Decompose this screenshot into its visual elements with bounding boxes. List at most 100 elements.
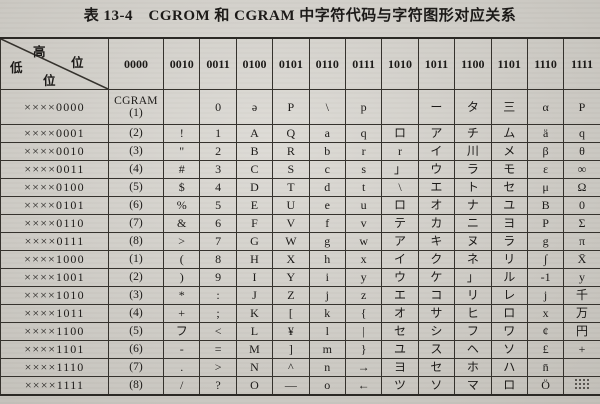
char-cell: コ	[417, 286, 456, 305]
cgram-number: (1)	[129, 107, 143, 119]
char-cell: ヒ	[454, 304, 492, 323]
char-cell: 4	[199, 178, 237, 197]
char-cell: π	[563, 232, 600, 251]
char-cell: g	[526, 232, 565, 251]
char-cell: モ	[490, 160, 528, 179]
column-header: 0111	[344, 37, 383, 90]
char-cell: D	[235, 178, 274, 197]
char-cell: ]	[272, 340, 310, 359]
char-cell	[381, 89, 419, 125]
char-cell: n̄	[526, 358, 565, 377]
char-cell: V	[272, 214, 310, 233]
cgram-cell: (7)	[108, 214, 164, 233]
char-cell: H	[235, 250, 274, 269]
char-cell: A	[235, 124, 274, 143]
char-cell: 5	[199, 196, 237, 215]
char-cell: ə	[235, 89, 274, 125]
char-cell: —	[272, 376, 310, 395]
char-cell: U	[272, 196, 310, 215]
char-cell: #	[162, 160, 201, 179]
char-cell: μ	[526, 178, 565, 197]
char-cell: ソ	[490, 340, 528, 359]
char-cell: Z	[272, 286, 310, 305]
char-cell: L	[235, 322, 274, 341]
column-header: 1101	[490, 37, 528, 90]
column-header: 1110	[526, 37, 565, 90]
char-cell: w	[344, 232, 383, 251]
char-cell: ル	[490, 268, 528, 287]
char-cell: b	[308, 142, 346, 161]
char-cell: ソ	[417, 376, 456, 395]
char-cell: \	[381, 178, 419, 197]
char-cell: ユ	[490, 196, 528, 215]
char-cell: Ö	[526, 376, 565, 395]
char-cell: セ	[381, 322, 419, 341]
char-cell: W	[272, 232, 310, 251]
char-cell: ε	[526, 160, 565, 179]
char-cell: j	[526, 286, 565, 305]
high-bits-label: 高	[33, 45, 46, 59]
row-label: ××××1010	[0, 286, 109, 305]
char-cell: a	[308, 124, 346, 143]
char-cell: ス	[417, 340, 456, 359]
char-cell: y	[344, 268, 383, 287]
char-cell	[563, 358, 600, 377]
char-cell: チ	[454, 124, 492, 143]
char-cell: イ	[417, 142, 456, 161]
char-cell: ロ	[381, 196, 419, 215]
char-cell: 円	[563, 322, 600, 341]
column-header: 0110	[308, 37, 346, 90]
cgram-cell: (5)	[108, 322, 164, 341]
char-cell: ク	[417, 250, 456, 269]
char-cell: ←	[344, 376, 383, 395]
char-cell: u	[344, 196, 383, 215]
char-cell: 7	[199, 232, 237, 251]
char-cell: 」	[381, 160, 419, 179]
char-cell: 1	[199, 124, 237, 143]
char-cell: 0	[563, 196, 600, 215]
char-cell: 6	[199, 214, 237, 233]
cgram-cell: CGRAM (1)	[108, 89, 164, 125]
cgram-cell: (3)	[108, 286, 164, 305]
char-cell: C	[235, 160, 274, 179]
char-cell: m	[308, 340, 346, 359]
char-cell: ワ	[490, 322, 528, 341]
char-cell: マ	[454, 376, 492, 395]
row-label: ××××0101	[0, 196, 109, 215]
table-row: ××××1101 (6) - = M] m} ユスヘソ £ +	[0, 340, 600, 359]
diagonal-divider-line	[1, 39, 108, 89]
char-cell: p	[344, 89, 383, 125]
cgram-cell: (4)	[108, 160, 164, 179]
char-cell: T	[272, 178, 310, 197]
table-row: ××××1011 (4) +; K[k{オサヒロ x 万	[0, 304, 600, 323]
char-cell: (	[162, 250, 201, 269]
char-cell: ^	[272, 358, 310, 377]
cgram-word: CGRAM	[114, 94, 158, 107]
char-cell: P	[563, 89, 600, 125]
column-header: 1011	[417, 37, 456, 90]
char-cell: G	[235, 232, 274, 251]
char-cell: l	[308, 322, 346, 341]
row-label: ××××0111	[0, 232, 109, 251]
char-cell: <	[199, 322, 237, 341]
char-cell: ?	[199, 376, 237, 395]
char-cell: %	[162, 196, 201, 215]
char-cell: c	[308, 160, 346, 179]
row-label: ××××1101	[0, 340, 109, 359]
high-bits-unit: 位	[71, 56, 84, 70]
char-cell: →	[344, 358, 383, 377]
char-cell: ∫	[526, 250, 565, 269]
row-label: ××××0110	[0, 214, 109, 233]
char-cell: R	[272, 142, 310, 161]
char-cell: ム	[490, 124, 528, 143]
char-cell: サ	[417, 304, 456, 323]
char-cell: P	[272, 89, 310, 125]
char-cell: Σ	[563, 214, 600, 233]
char-cell: F	[235, 214, 274, 233]
char-cell: ∞	[563, 160, 600, 179]
char-cell: ロ	[490, 376, 528, 395]
